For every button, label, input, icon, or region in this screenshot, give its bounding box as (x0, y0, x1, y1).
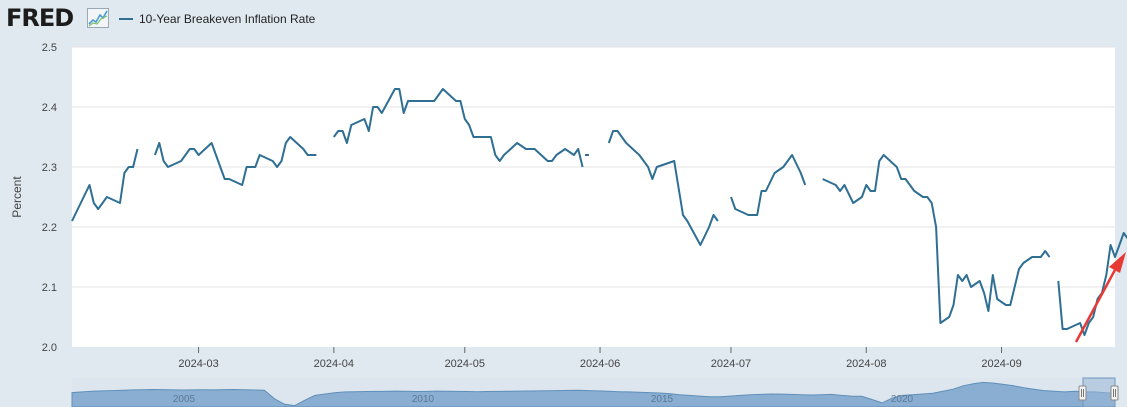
x-tick-label: 2024-07 (711, 358, 751, 370)
y-tick-label: 2.1 (42, 282, 57, 294)
y-axis-label: Percent (10, 176, 24, 218)
x-axis-ticks: 2024-03 2024-04 2024-05 2024-06 2024-07 2024-… (178, 347, 1022, 370)
y-tick-label: 2.3 (42, 162, 57, 174)
y-tick-label: 2.0 (42, 342, 57, 354)
series-line (1057, 232, 1127, 336)
series-line (607, 130, 719, 246)
fred-logo[interactable]: FRED (6, 4, 74, 32)
gridlines (72, 46, 1115, 288)
legend[interactable]: 10-Year Breakeven Inflation Rate (119, 9, 315, 29)
x-tick-label: 2024-09 (981, 358, 1021, 370)
y-axis-tick-labels: 2.0 2.1 2.2 2.3 2.4 2.5 (42, 42, 57, 354)
red-arrow-annotation (1074, 252, 1126, 343)
navigator-right-handle[interactable] (1110, 385, 1119, 401)
y-tick-label: 2.2 (42, 222, 57, 234)
navigator-tick-label: 2020 (891, 394, 914, 405)
series-line (730, 154, 807, 216)
series-line (822, 154, 1051, 324)
legend-label: 10-Year Breakeven Inflation Rate (139, 12, 316, 26)
series-lines (71, 88, 1127, 336)
legend-swatch (119, 18, 133, 20)
series-line (332, 88, 584, 168)
y-tick-label: 2.4 (42, 102, 57, 114)
x-tick-label: 2024-06 (580, 358, 620, 370)
x-tick-label: 2024-03 (178, 358, 218, 370)
chart-header: FRED 10-Year Breakeven Inflation Rate (0, 0, 1127, 38)
range-navigator[interactable]: 2005 2010 2015 2020 (71, 377, 1119, 407)
navigator-tick-label: 2005 (173, 394, 196, 405)
series-line (71, 148, 139, 222)
x-tick-label: 2024-04 (314, 358, 354, 370)
plot-area (72, 47, 1115, 347)
navigator-area (71, 381, 1116, 407)
navigator-tick-labels: 2005 2010 2015 2020 (173, 394, 914, 405)
line-chart-icon (87, 8, 109, 28)
y-tick-label: 2.5 (42, 42, 57, 54)
x-tick-label: 2024-05 (445, 358, 485, 370)
x-tick-label: 2024-08 (846, 358, 886, 370)
navigator-tick-label: 2015 (651, 394, 674, 405)
navigator-tick-label: 2010 (412, 394, 435, 405)
navigator-selection[interactable] (1082, 377, 1116, 407)
navigator-left-handle[interactable] (1078, 385, 1087, 401)
series-line (153, 136, 317, 186)
